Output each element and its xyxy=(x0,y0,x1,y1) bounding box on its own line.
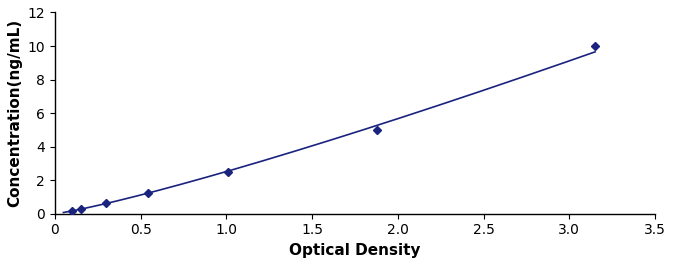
X-axis label: Optical Density: Optical Density xyxy=(289,243,421,258)
Y-axis label: Concentration(ng/mL): Concentration(ng/mL) xyxy=(7,19,22,207)
